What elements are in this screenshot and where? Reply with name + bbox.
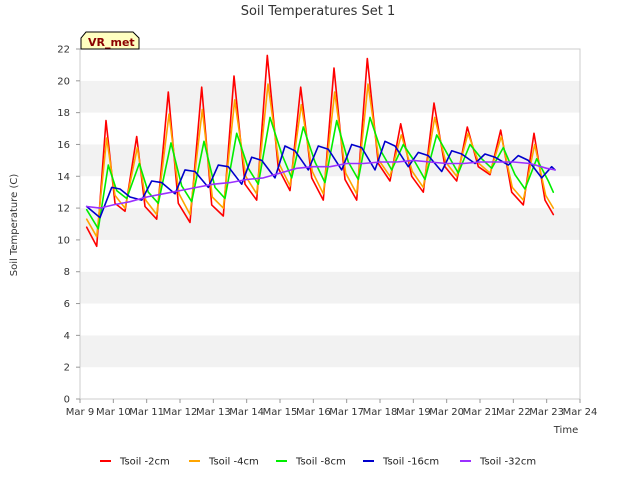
x-tick-label: Mar 16 (296, 407, 331, 418)
x-tick-label: Mar 23 (529, 407, 564, 418)
series-line-tsoil-16cm (85, 140, 556, 219)
legend-label: Tsoil -32cm (479, 457, 536, 468)
x-tick-label: Mar 13 (196, 407, 231, 418)
series-line-tsoil-8cm (85, 116, 555, 230)
x-tick-label: Mar 12 (163, 407, 198, 418)
x-tick-label: Mar 14 (229, 407, 264, 418)
grid-bands (80, 49, 580, 399)
grid-band (80, 49, 580, 81)
x-tick-label: Mar 10 (96, 407, 131, 418)
x-tick-label: Mar 19 (396, 407, 431, 418)
x-tick-label: Mar 20 (429, 407, 464, 418)
y-tick-label: 14 (57, 172, 70, 183)
series-lines (85, 54, 556, 248)
y-tick-label: 6 (64, 299, 70, 310)
x-tick-label: Mar 21 (463, 407, 498, 418)
x-tick-label: Mar 17 (329, 407, 364, 418)
site-label-box: VR_met (80, 31, 140, 50)
x-tick-label: Mar 15 (263, 407, 298, 418)
grid-band (80, 208, 580, 240)
grid-band (80, 335, 580, 368)
grid-band (80, 271, 580, 304)
y-tick-label: 4 (64, 331, 70, 342)
x-tick-label: Mar 24 (563, 407, 598, 418)
site-label: VR_met (88, 36, 135, 49)
chart-title: Soil Temperatures Set 1 (241, 4, 396, 19)
site-label-frame (80, 31, 140, 50)
legend-label: Tsoil -8cm (295, 457, 346, 468)
y-tick-label: 8 (64, 267, 70, 278)
y-tick-label: 18 (57, 108, 70, 119)
x-axis-title: Time (553, 425, 578, 436)
y-tick-label: 0 (64, 395, 70, 406)
x-tick-label: Mar 11 (129, 407, 164, 418)
y-tick-label: 12 (57, 204, 70, 215)
y-tick-label: 16 (57, 140, 70, 151)
x-tick-label: Mar 22 (496, 407, 531, 418)
legend-label: Tsoil -16cm (382, 457, 439, 468)
legend-label: Tsoil -4cm (208, 457, 259, 468)
grid-band (80, 367, 580, 399)
plot-frame (79, 48, 581, 400)
legend-label: Tsoil -2cm (119, 457, 170, 468)
y-tick-label: 20 (57, 76, 70, 87)
grid-band (80, 239, 580, 272)
y-axis: 0 2 4 6 8 10 12 14 16 18 20 22 (57, 45, 80, 406)
grid-band (80, 80, 580, 113)
series-line-tsoil-32cm (85, 159, 556, 209)
x-tick-label: Mar 9 (66, 407, 94, 418)
x-tick-label: Mar 18 (363, 407, 398, 418)
legend: Tsoil -2cm Tsoil -4cm Tsoil -8cm Tsoil -16c… (100, 457, 536, 468)
y-axis-title: Soil Temperature (C) (9, 174, 20, 277)
y-tick-label: 2 (64, 363, 70, 374)
grid-band (80, 303, 580, 336)
y-tick-label: 22 (57, 45, 70, 56)
y-tick-label: 10 (57, 235, 70, 246)
